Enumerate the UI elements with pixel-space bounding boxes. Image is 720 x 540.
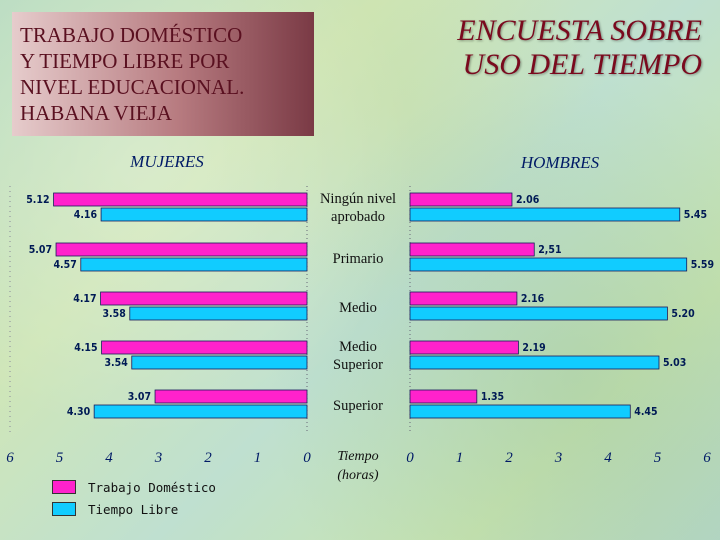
category-label-1-1: Ningún nivel (320, 191, 396, 207)
subtitle-line-1: TRABAJO DOMÉSTICO (20, 23, 243, 47)
legend-label-trabajo: Trabajo Doméstico (88, 479, 216, 495)
label-mujeres-s1-3: 4.17 (73, 293, 96, 305)
label-hombres-s2-3: 5.20 (671, 308, 695, 320)
bar-hombres-s2-3 (409, 306, 668, 321)
tick-right-5: 5 (654, 450, 662, 466)
legend-item-libre: Tiempo Libre (52, 498, 216, 520)
label-hombres-s2-1: 5.45 (684, 209, 707, 221)
bar-mujeres-s1-2 (55, 242, 308, 257)
bar-mujeres-s1-5 (154, 389, 308, 404)
label-mujeres-s1-5: 3.07 (128, 391, 151, 403)
tick-right-2: 2 (505, 450, 513, 466)
legend-swatch-trabajo (52, 480, 76, 494)
legend: Trabajo Doméstico Tiempo Libre (52, 476, 216, 520)
tick-left-4: 4 (105, 450, 113, 466)
category-label-5-1: Superior (333, 398, 383, 414)
bar-hombres-s1-2 (409, 242, 535, 257)
legend-item-trabajo: Trabajo Doméstico (52, 476, 216, 498)
bar-hombres-s1-5 (409, 389, 478, 404)
tick-left-1: 1 (254, 450, 262, 466)
tick-right-4: 4 (604, 450, 612, 466)
bar-hombres-s1-3 (409, 291, 518, 306)
bar-hombres-s1-4 (409, 340, 519, 355)
tick-right-0: 0 (406, 450, 414, 466)
main-title: ENCUESTA SOBRE USO DEL TIEMPO (457, 14, 702, 82)
label-hombres-s1-3: 2.16 (521, 293, 545, 305)
category-label-2-1: Primario (333, 251, 384, 267)
label-hombres-s1-4: 2.19 (522, 342, 545, 354)
bar-mujeres-s1-1 (53, 192, 308, 207)
bar-mujeres-s1-4 (101, 340, 308, 355)
tick-right-6: 6 (703, 450, 711, 466)
subtitle-line-2: Y TIEMPO LIBRE POR (20, 49, 230, 73)
bar-mujeres-s2-3 (129, 306, 308, 321)
category-label-1-2: aprobado (331, 209, 385, 225)
label-mujeres-s2-2: 4.57 (53, 259, 76, 271)
label-mujeres-s2-5: 4.30 (67, 406, 91, 418)
bar-hombres-s2-4 (409, 355, 660, 370)
label-hombres-s1-1: 2.06 (516, 194, 540, 206)
bar-mujeres-s2-1 (100, 207, 308, 222)
bar-mujeres-s2-2 (80, 257, 308, 272)
tick-left-3: 3 (154, 450, 163, 466)
subtitle-line-4: HABANA VIEJA (20, 101, 172, 125)
bar-mujeres-s1-3 (100, 291, 308, 306)
legend-label-libre: Tiempo Libre (88, 501, 179, 517)
bar-hombres-s2-1 (409, 207, 681, 222)
category-label-4-2: Superior (333, 357, 383, 373)
label-mujeres-s1-2: 5.07 (29, 244, 52, 256)
category-label-4-1: Medio (339, 339, 377, 355)
label-hombres-s2-2: 5.59 (691, 259, 714, 271)
bar-hombres-s2-5 (409, 404, 631, 419)
category-label-3-1: Medio (339, 300, 377, 316)
subtitle-box: TRABAJO DOMÉSTICO Y TIEMPO LIBRE POR NIV… (12, 12, 314, 136)
tick-left-6: 6 (6, 450, 14, 466)
label-mujeres-s1-4: 4.15 (74, 342, 97, 354)
label-mujeres-s2-3: 3.58 (102, 308, 125, 320)
bar-hombres-s2-2 (409, 257, 688, 272)
main-title-line-1: ENCUESTA SOBRE (457, 14, 702, 47)
tick-right-3: 3 (554, 450, 563, 466)
tick-left-2: 2 (204, 450, 212, 466)
label-hombres-s2-4: 5.03 (663, 357, 686, 369)
axis-label-line-1: Tiempo (337, 449, 378, 464)
label-hombres-s1-5: 1.35 (481, 391, 504, 403)
tick-right-1: 1 (456, 450, 464, 466)
label-mujeres-s2-1: 4.16 (74, 209, 98, 221)
tick-left-5: 5 (56, 450, 64, 466)
legend-swatch-libre (52, 502, 76, 516)
label-hombres-s1-2: 2,51 (538, 244, 561, 256)
label-mujeres-s1-1: 5.12 (26, 194, 49, 206)
tick-left-0: 0 (303, 450, 311, 466)
bar-mujeres-s2-4 (131, 355, 308, 370)
panel-header-hombres: HOMBRES (520, 153, 600, 172)
label-hombres-s2-5: 4.45 (634, 406, 657, 418)
main-title-line-2: USO DEL TIEMPO (462, 48, 702, 81)
subtitle-line-3: NIVEL EDUCACIONAL. (20, 75, 245, 99)
bar-hombres-s1-1 (409, 192, 513, 207)
axis-label-line-2: (horas) (337, 468, 379, 483)
label-mujeres-s2-4: 3.54 (104, 357, 128, 369)
panel-header-mujeres: MUJERES (129, 152, 204, 171)
bar-mujeres-s2-5 (93, 404, 308, 419)
